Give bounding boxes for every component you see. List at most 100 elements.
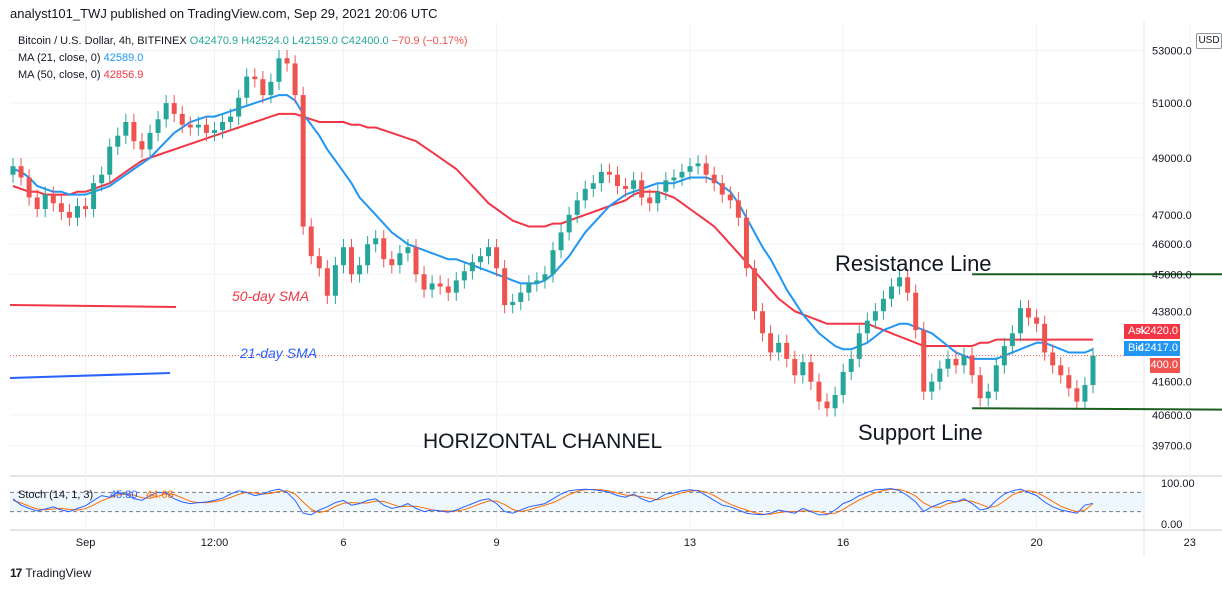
candle-body xyxy=(260,79,266,96)
candle xyxy=(889,278,895,308)
candle xyxy=(864,312,870,342)
candle-body xyxy=(179,113,185,125)
candle-body xyxy=(880,298,886,312)
x-tick-label: Sep xyxy=(76,537,96,549)
symbol-name[interactable]: Bitcoin / U.S. Dollar, 4h, BITFINEX xyxy=(18,35,187,47)
tradingview-logo[interactable]: 17 TradingView xyxy=(10,566,91,580)
candle xyxy=(429,275,435,298)
candle-body xyxy=(421,274,427,290)
y-tick-label: 49000.0 xyxy=(1152,153,1192,165)
stoch-d-line xyxy=(12,488,1094,515)
candle-body xyxy=(469,262,475,272)
candle xyxy=(74,197,80,226)
candle-body xyxy=(195,124,201,128)
ma50-legend[interactable]: MA (50, close, 0) 42856.9 xyxy=(18,69,143,81)
candle xyxy=(743,209,749,277)
candle xyxy=(695,155,701,175)
candle-body xyxy=(357,265,363,275)
candle-body xyxy=(808,362,814,382)
candle xyxy=(1001,337,1007,374)
ma21-legend[interactable]: MA (21, close, 0) 42589.0 xyxy=(18,52,143,64)
candle xyxy=(421,266,427,298)
candle xyxy=(913,284,919,339)
candle-body xyxy=(1050,352,1056,366)
sma21-label: 21-day SMA xyxy=(239,345,317,361)
candle-body xyxy=(679,171,685,178)
candle xyxy=(558,224,564,259)
candle-body xyxy=(365,244,371,266)
candle-body xyxy=(236,97,242,117)
resistance-label: Resistance Line xyxy=(835,251,992,276)
candle-body xyxy=(99,174,105,184)
candle xyxy=(768,325,774,361)
ohlc-high: H42524.0 xyxy=(241,35,289,47)
candle xyxy=(365,236,371,274)
candle xyxy=(679,163,685,186)
candle xyxy=(203,116,209,142)
y-tick-label: 41600.0 xyxy=(1152,377,1192,389)
candle xyxy=(502,260,508,314)
candle xyxy=(477,247,483,271)
candle-body xyxy=(590,183,596,189)
candle-body xyxy=(872,311,878,321)
y-tick-label: 53000.0 xyxy=(1152,45,1192,57)
candle-body xyxy=(91,183,97,210)
candle-body xyxy=(477,256,483,263)
candle xyxy=(486,239,492,265)
candle-body xyxy=(163,103,169,120)
candle xyxy=(42,186,48,218)
candle xyxy=(292,55,298,104)
candle-body xyxy=(1066,375,1072,389)
candle-body xyxy=(58,203,64,212)
stoch-band xyxy=(10,492,1144,512)
candle xyxy=(711,166,717,192)
candle-body xyxy=(405,247,411,254)
candle-body xyxy=(139,141,145,150)
candle-body xyxy=(1026,308,1032,318)
currency-button[interactable]: USD xyxy=(1196,33,1222,49)
candle xyxy=(107,138,113,183)
candle xyxy=(550,242,556,283)
candle xyxy=(719,174,725,203)
candle-body xyxy=(510,301,516,306)
candle xyxy=(1034,309,1040,333)
candle xyxy=(969,347,975,384)
candle-body xyxy=(832,394,838,409)
candle-body xyxy=(889,286,895,299)
candle xyxy=(647,189,653,212)
candle-body xyxy=(131,122,137,142)
candle xyxy=(413,239,419,283)
candle xyxy=(808,353,814,390)
candle xyxy=(453,272,459,301)
candle-body xyxy=(308,226,314,257)
candle xyxy=(542,266,548,289)
ma50-line-group xyxy=(12,112,1093,347)
y-tick-label: 47000.0 xyxy=(1152,210,1192,222)
candle-body xyxy=(228,116,234,123)
candle xyxy=(340,239,346,274)
candle-body xyxy=(606,171,612,175)
x-tick-label: 9 xyxy=(494,537,500,549)
candle xyxy=(324,260,330,304)
ohlc-low: L42159.0 xyxy=(291,35,338,47)
bid-value: 42417.0 xyxy=(1138,342,1178,354)
candle xyxy=(574,192,580,224)
candle-body xyxy=(115,135,121,147)
candle-body xyxy=(397,253,403,266)
channel-label: HORIZONTAL CHANNEL xyxy=(423,430,662,453)
candle xyxy=(373,230,379,253)
candle xyxy=(211,122,217,142)
candle-body xyxy=(687,166,693,172)
candle xyxy=(397,244,403,274)
candle-body xyxy=(437,283,443,287)
candle xyxy=(244,68,250,106)
candle-body xyxy=(123,122,129,136)
candle xyxy=(784,334,790,368)
candle xyxy=(50,186,56,212)
candle xyxy=(58,195,64,221)
y-tick-label: 43800.0 xyxy=(1152,306,1192,318)
candle xyxy=(131,113,137,150)
bid-label: Bid xyxy=(1128,342,1144,354)
ma21-line-group xyxy=(12,94,1094,360)
candle xyxy=(308,218,314,265)
